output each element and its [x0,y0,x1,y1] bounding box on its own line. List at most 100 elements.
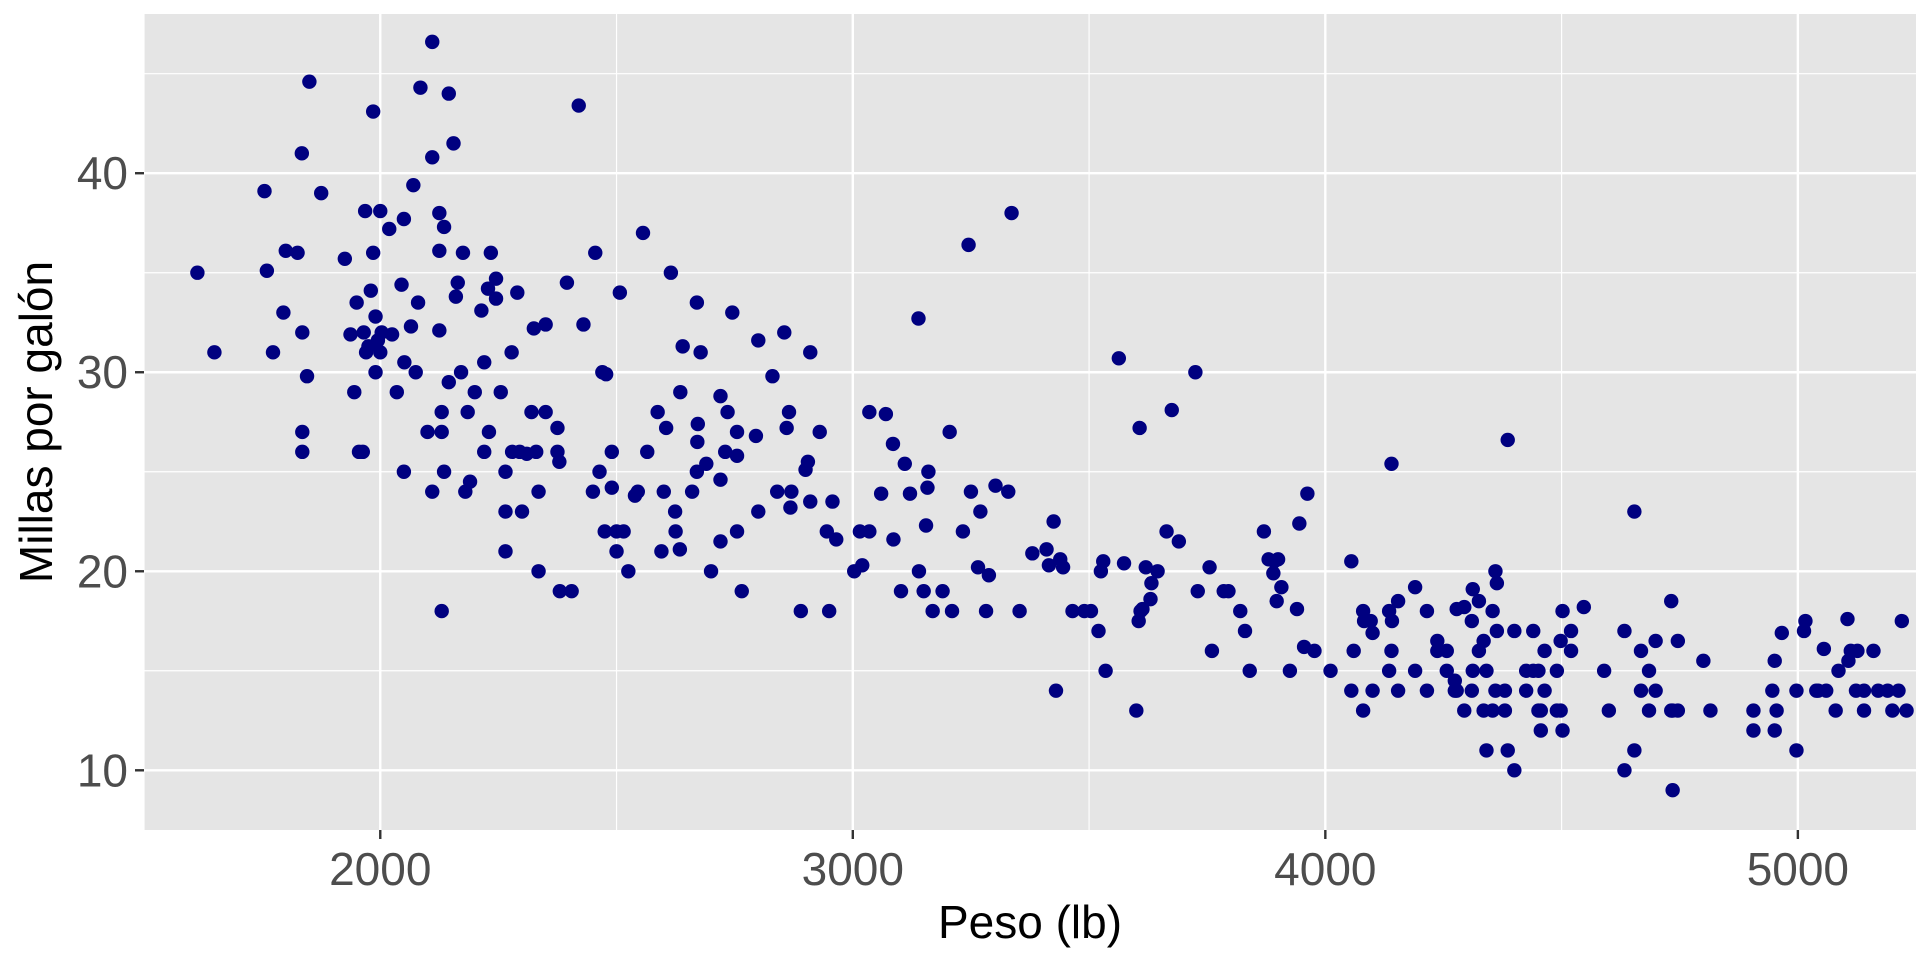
data-point [294,146,310,161]
data-point [510,285,525,300]
data-point [382,221,397,237]
data-point [483,245,499,261]
data-point [365,104,381,119]
data-point [349,295,364,310]
data-point [1129,703,1144,718]
x-axis-title: Peso (lb) [938,896,1122,948]
data-point [1617,623,1632,639]
data-point [793,603,809,619]
data-point [531,484,546,499]
data-point [713,472,728,487]
data-point [1670,633,1686,649]
data-point [1233,603,1248,619]
data-point [488,291,504,306]
data-point [425,150,440,165]
data-point [1001,484,1016,499]
data-point [944,603,960,619]
data-point [1465,581,1480,597]
x-tick-label: 5000 [1747,843,1849,895]
panel-background [144,14,1916,830]
data-point [1479,663,1494,678]
data-point [1307,643,1322,659]
data-point [668,524,683,539]
data-point [1144,576,1159,591]
data-point [961,237,976,253]
data-point [1596,663,1612,678]
data-point [1471,593,1487,609]
data-point [873,486,889,501]
data-point [488,271,504,286]
data-point [1471,643,1487,659]
data-point [1188,365,1203,380]
x-tick-label: 2000 [329,843,431,895]
data-point [803,345,818,360]
y-axis-title: Millas por galón [10,261,62,583]
data-point [675,339,690,354]
data-point [425,34,440,50]
data-point [911,311,926,326]
x-tick-label: 3000 [802,843,904,895]
data-point [921,464,936,479]
data-point [1384,613,1400,629]
data-point [524,404,539,420]
data-point [1025,546,1040,561]
data-point [363,283,379,298]
data-point [1866,643,1881,659]
data-point [257,183,272,199]
data-point [1664,593,1679,609]
data-point [1381,663,1397,678]
data-point [663,265,679,280]
data-point [481,424,497,440]
data-point [1880,683,1895,698]
data-point [526,321,542,336]
data-point [1289,601,1305,617]
data-point [1344,683,1359,698]
data-point [779,420,794,436]
data-point [1012,603,1027,619]
data-point [1355,703,1371,718]
data-point [1563,623,1579,639]
data-point [1292,516,1307,531]
data-point [1885,703,1900,718]
data-point [480,281,496,296]
data-point [1489,576,1505,591]
data-point [531,564,546,579]
data-point [970,560,986,575]
data-point [276,305,291,320]
data-point [886,532,901,547]
data-point [434,404,449,420]
data-point [1549,663,1565,678]
data-point [1489,623,1505,639]
data-point [920,480,935,495]
data-point [925,603,940,619]
data-point [1518,683,1534,698]
data-point [1507,623,1522,639]
data-point [1111,351,1127,366]
data-point [729,448,745,464]
data-point [432,205,447,221]
data-point [368,309,383,324]
data-point [635,225,651,241]
data-point [1497,703,1513,718]
data-point [571,98,586,113]
data-point [935,583,950,599]
data-point [368,365,383,380]
data-point [1828,703,1843,718]
data-point [441,374,456,390]
data-point [1774,625,1790,641]
data-point [781,404,797,420]
data-point [1344,554,1359,569]
data-point [729,524,745,539]
data-point [621,564,636,579]
data-point [1485,603,1500,619]
data-point [693,345,708,360]
data-point [1553,703,1568,718]
data-point [477,355,492,370]
y-tick-label: 20 [77,545,128,597]
data-point [1132,420,1147,436]
data-point [1091,623,1106,639]
data-point [592,464,607,479]
data-point [812,424,827,440]
data-point [1576,599,1592,615]
